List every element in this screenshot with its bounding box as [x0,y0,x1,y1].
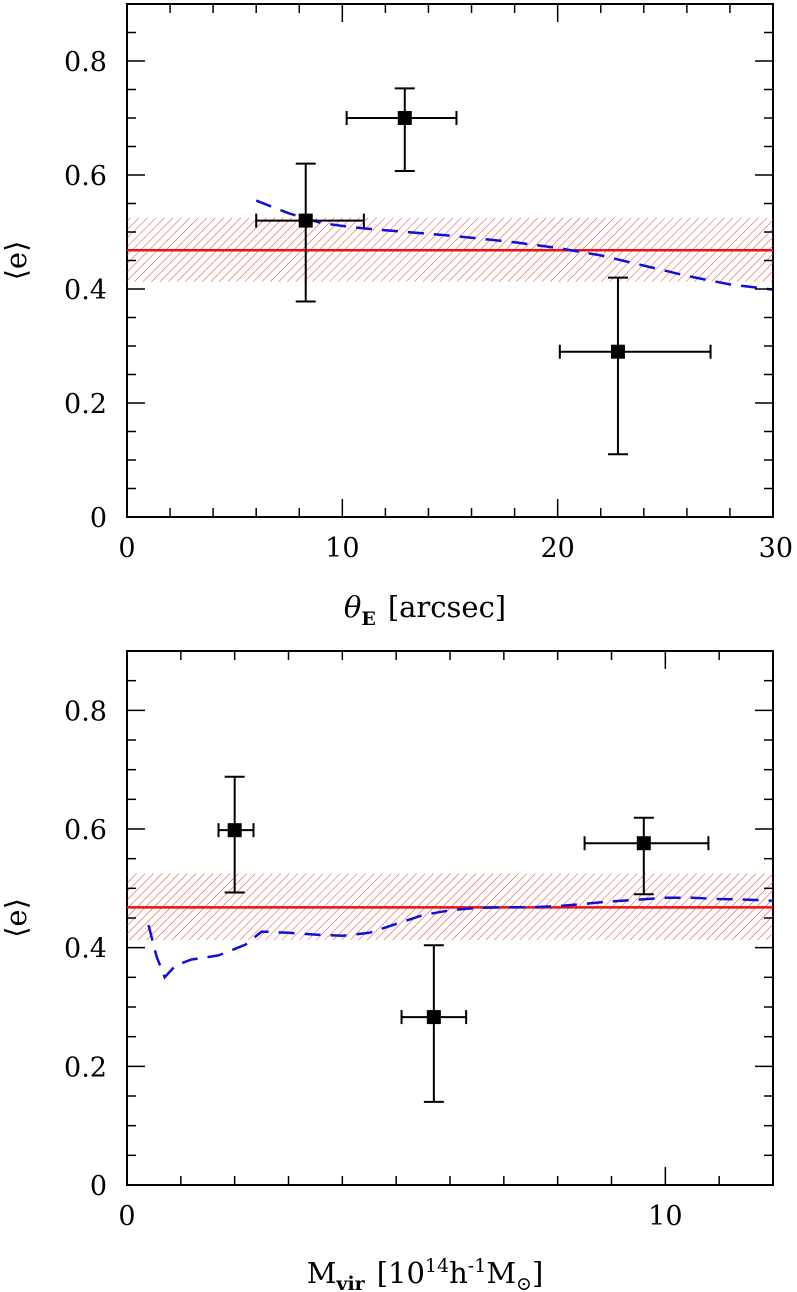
data-marker [227,823,242,838]
y-tick-label: 0 [90,503,107,534]
y-tick-label: 0.4 [64,934,107,965]
data-points-top [255,87,712,456]
y-axis-label-bottom: ⟨e⟩ [0,898,33,938]
x-axis-label-top-symbol: θ [344,590,361,624]
y-tick-label: 0.2 [64,389,107,420]
data-point-top-2 [345,87,458,173]
data-point-top-3 [558,276,712,456]
x-tick-label: 0 [118,533,135,564]
ticks-top [126,3,774,518]
x-tick-label: 30 [759,533,793,564]
data-point-bottom-2 [400,944,468,1103]
data-marker [397,111,412,125]
ticks-bottom [126,650,774,1186]
y-tick-label: 0.6 [64,161,107,192]
data-point-bottom-3 [583,816,710,896]
x-axis-label-bottom-sub: vir [335,1273,365,1292]
x-axis-label-bottom-unit-sup2: -1 [468,1255,487,1277]
data-marker [426,1010,441,1025]
x-axis-label-bottom-unit-mid: h [449,1256,468,1290]
x-axis-label-top-sub: E [361,608,375,630]
data-marker [298,213,313,228]
data-point-top-1 [255,162,365,303]
y-tick-label: 0 [90,1171,107,1202]
x-axis-label-bottom-unit-suffix: M [486,1256,516,1290]
panel-top: 0 10 20 30 0 0.2 0.4 0.6 0.8 ⟨e⟩ θE [arcsec] [0,3,793,630]
x-tick-label: 20 [540,533,574,564]
x-axis-label-top: θE [arcsec] [344,590,506,630]
x-tick-label: 0 [118,1201,135,1232]
x-tick-label: 10 [648,1201,682,1232]
x-axis-label-bottom-unit-close: ] [532,1256,543,1290]
y-axis-label-top: ⟨e⟩ [0,241,33,281]
data-point-bottom-1 [217,775,255,894]
y-tick-label: 0.4 [64,275,107,306]
x-axis-label-bottom: Mvir [1014h-1M⊙] [307,1255,544,1292]
model-curve-top-line [255,199,774,291]
data-points-bottom [217,775,710,1103]
data-marker [636,836,651,851]
x-axis-label-bottom-unit-sup1: 14 [425,1255,449,1277]
data-marker [610,344,625,359]
x-axis-label-top-unit: [arcsec] [388,590,506,624]
x-axis-label-bottom-symbol: M [307,1256,337,1290]
tick-labels-bottom: 0 10 0 0.2 0.4 0.6 0.8 [64,696,682,1232]
y-tick-label: 0.6 [64,815,107,846]
y-tick-label: 0.2 [64,1052,107,1083]
x-axis-label-bottom-unit-sub: ⊙ [516,1273,532,1292]
model-curve-top [255,199,774,291]
tick-labels-top: 0 10 20 30 0 0.2 0.4 0.6 0.8 [64,47,793,564]
x-axis-label-bottom-unit-prefix: [10 [377,1256,425,1290]
y-tick-label: 0.8 [64,47,107,78]
x-tick-label: 10 [325,533,359,564]
y-tick-label: 0.8 [64,696,107,727]
